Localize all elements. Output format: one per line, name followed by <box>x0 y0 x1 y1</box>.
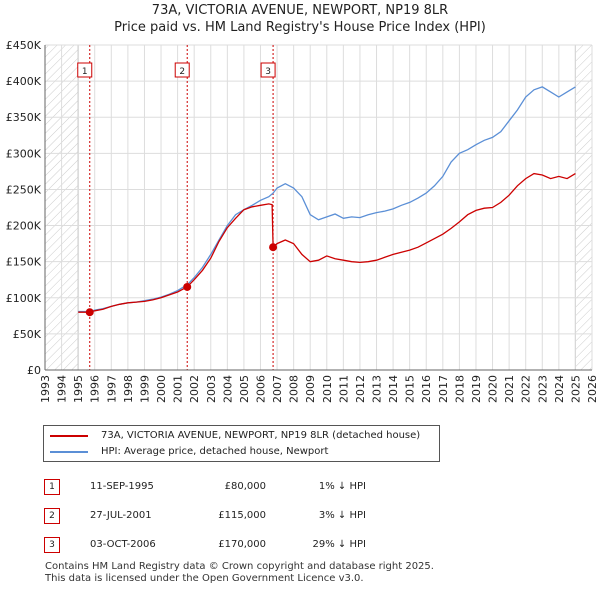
sale-price: £80,000 <box>224 481 266 492</box>
x-tick-label: 2016 <box>420 375 433 403</box>
sales-table: 1 11-SEP-1995 £80,000 1% ↓ HPI 2 27-JUL-… <box>40 472 366 559</box>
x-tick-label: 2011 <box>337 375 350 403</box>
x-tick-label: 2010 <box>321 375 334 403</box>
y-tick-label: £50K <box>13 328 42 341</box>
series-line-hpi <box>78 86 576 313</box>
sale-badge: 2 <box>44 507 60 524</box>
chart-title: 73A, VICTORIA AVENUE, NEWPORT, NP19 8LR <box>151 3 449 18</box>
sale-marker-box <box>77 62 93 78</box>
y-tick-label: £450K <box>6 39 42 52</box>
series-line-price <box>78 172 576 313</box>
x-tick-label: 2023 <box>536 375 549 403</box>
sale-row: 1 11-SEP-1995 £80,000 1% ↓ HPI <box>40 472 366 501</box>
chart-subtitle: Price paid vs. HM Land Registry's House … <box>114 20 486 35</box>
x-tick-label: 2012 <box>354 375 367 403</box>
x-tick-label: 2026 <box>586 375 599 403</box>
y-tick-label: £350K <box>6 111 42 124</box>
x-tick-label: 2007 <box>271 375 284 403</box>
x-tick-label: 2003 <box>205 375 218 403</box>
x-tick-label: 2013 <box>371 375 384 403</box>
x-tick-label: 2009 <box>304 375 317 403</box>
y-tick-label: £150K <box>6 256 42 269</box>
sale-point <box>269 243 278 252</box>
x-tick-label: 2021 <box>503 375 516 403</box>
sale-date: 11-SEP-1995 <box>90 481 154 492</box>
hatched-region-after <box>575 45 592 370</box>
x-tick-label: 2000 <box>155 375 168 403</box>
sale-marker-box <box>260 62 276 78</box>
footer: Contains HM Land Registry data © Crown c… <box>45 561 434 585</box>
footer-line-1: Contains HM Land Registry data © Crown c… <box>45 561 434 572</box>
x-tick-label: 1997 <box>105 375 118 403</box>
x-tick-label: 1998 <box>122 375 135 403</box>
sale-marker-box <box>174 62 190 78</box>
sale-marker-label: 1 <box>82 67 88 77</box>
sale-badge: 1 <box>44 478 60 495</box>
x-tick-label: 2002 <box>188 375 201 403</box>
footer-line-2: This data is licensed under the Open Gov… <box>45 573 364 584</box>
x-tick-label: 2020 <box>487 375 500 403</box>
x-tick-label: 2004 <box>221 375 234 403</box>
x-tick-label: 1996 <box>89 375 102 403</box>
sale-hpi-diff: 29% ↓ HPI <box>312 539 366 550</box>
sale-point <box>183 282 192 291</box>
sale-price: £170,000 <box>218 539 266 550</box>
legend-price-swatch <box>50 435 88 437</box>
sale-marker-label: 3 <box>265 67 271 77</box>
legend-hpi-swatch <box>50 451 88 453</box>
x-tick-label: 2006 <box>254 375 267 403</box>
x-tick-label: 2014 <box>387 375 400 403</box>
y-tick-label: £300K <box>6 147 42 160</box>
x-tick-label: 2008 <box>288 375 301 403</box>
sale-hpi-diff: 3% ↓ HPI <box>318 510 366 521</box>
sale-price: £115,000 <box>218 510 266 521</box>
chart-legend: 73A, VICTORIA AVENUE, NEWPORT, NP19 8LR … <box>43 425 440 462</box>
x-tick-label: 2015 <box>404 375 417 403</box>
y-tick-label: £200K <box>6 220 42 233</box>
x-tick-label: 1993 <box>39 375 52 403</box>
sale-date: 03-OCT-2006 <box>90 539 156 550</box>
y-tick-label: £400K <box>6 75 42 88</box>
legend-price-label: 73A, VICTORIA AVENUE, NEWPORT, NP19 8LR … <box>101 430 421 441</box>
x-tick-label: 2001 <box>172 375 185 403</box>
sale-marker-label: 2 <box>179 67 185 77</box>
x-tick-label: 2019 <box>470 375 483 403</box>
x-tick-label: 2005 <box>238 375 251 403</box>
sale-point <box>85 308 94 317</box>
x-tick-label: 1995 <box>72 375 85 403</box>
x-tick-label: 2018 <box>453 375 466 403</box>
price-chart: 1 2 3 £0 £50K £100K £150K £200K £250K £300K £350K… <box>6 39 599 403</box>
x-tick-label: 2017 <box>437 375 450 403</box>
sale-badge: 3 <box>44 536 60 553</box>
y-tick-label: £0 <box>27 364 41 377</box>
x-tick-label: 2025 <box>569 375 582 403</box>
sale-row: 2 27-JUL-2001 £115,000 3% ↓ HPI <box>40 501 366 530</box>
x-tick-label: 2022 <box>520 375 533 403</box>
y-tick-label: £100K <box>6 292 42 305</box>
x-tick-label: 1999 <box>138 375 151 403</box>
y-tick-label: £250K <box>6 183 42 196</box>
sale-row: 3 03-OCT-2006 £170,000 29% ↓ HPI <box>40 530 366 559</box>
x-tick-label: 2024 <box>553 375 566 403</box>
sale-hpi-diff: 1% ↓ HPI <box>318 481 366 492</box>
sale-date: 27-JUL-2001 <box>90 510 152 521</box>
legend-hpi-label: HPI: Average price, detached house, Newp… <box>101 446 329 457</box>
x-tick-label: 1994 <box>56 375 69 403</box>
